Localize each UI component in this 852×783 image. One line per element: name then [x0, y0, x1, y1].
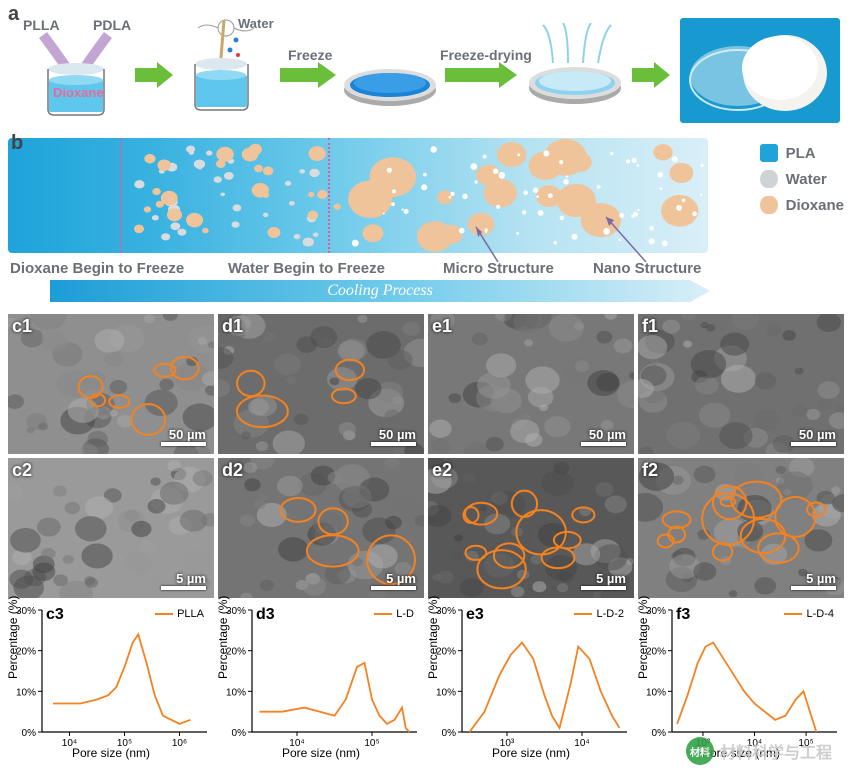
caption-c2: Water Begin to Freeze [228, 260, 385, 277]
svg-text:0%: 0% [232, 728, 247, 739]
wm-icon: 材料 [686, 737, 714, 765]
nano-arrow [596, 212, 716, 262]
sem-d1: d150 µm [218, 314, 424, 454]
caption-c4: Nano Structure [593, 260, 701, 277]
micro-arrow [468, 222, 588, 262]
panel-a: a PLLA PDLA Dioxane Water Freeze [8, 5, 703, 123]
sem-e2: e25 µm [428, 458, 634, 598]
svg-text:0%: 0% [652, 728, 667, 739]
plla-text: PLLA [23, 17, 60, 33]
svg-text:10⁵: 10⁵ [364, 738, 379, 749]
sem-grid: c150 µmd150 µme150 µmf150 µm c25 µmd25 µ… [8, 314, 844, 762]
svg-text:10%: 10% [226, 687, 246, 698]
panel-b-label: b [11, 132, 23, 155]
panel-b-legend: PLA Water Dioxane [760, 144, 844, 222]
svg-text:10%: 10% [436, 687, 456, 698]
sem-c1: c150 µm [8, 314, 214, 454]
step-beaker1: PLLA PDLA Dioxane [18, 15, 138, 120]
dioxane-text: Dioxane [53, 85, 104, 100]
dashline-2 [328, 138, 330, 253]
svg-text:0%: 0% [22, 728, 37, 739]
arrow4 [630, 60, 672, 90]
legend-dioxane: Dioxane [760, 196, 844, 214]
cooling-bar: Cooling Process [50, 280, 710, 302]
water-text: Water [238, 16, 274, 31]
sem-f1: f150 µm [638, 314, 844, 454]
svg-text:10%: 10% [646, 687, 666, 698]
wm-text: 材料科学与工程 [720, 739, 832, 763]
chart-c3: 0%10%20%30%10⁴10⁵10⁶c3Percentage (%)Pore… [8, 602, 214, 762]
legend-water: Water [760, 170, 844, 188]
pdla-text: PDLA [93, 17, 131, 33]
svg-text:0%: 0% [442, 728, 457, 739]
svg-text:10⁴: 10⁴ [574, 738, 589, 749]
photo-product [680, 18, 840, 123]
chart-d3: 0%10%20%30%10⁴10⁵d3Percentage (%)Pore si… [218, 602, 424, 762]
dashline-1 [120, 138, 122, 253]
caption-c3: Micro Structure [443, 260, 554, 277]
chart-e3: 0%10%20%30%10³10⁴e3Percentage (%)Pore si… [428, 602, 634, 762]
dish1 [340, 55, 440, 110]
arrow1 [133, 60, 175, 90]
sem-e1: e150 µm [428, 314, 634, 454]
step-beaker2: Water [176, 10, 276, 120]
sem-row-2: c25 µmd25 µme25 µmf25 µm [8, 458, 844, 598]
svg-text:10⁶: 10⁶ [172, 738, 187, 749]
arrow2 [278, 60, 338, 90]
svg-text:10%: 10% [16, 687, 36, 698]
panel-b: b Dioxane Begin to Freeze Water Begin to… [8, 132, 844, 300]
caption-c1: Dioxane Begin to Freeze [10, 260, 184, 277]
dish2 [523, 23, 628, 111]
arrow3 [443, 60, 521, 90]
sem-f2: f25 µm [638, 458, 844, 598]
watermark: 材料 材料科学与工程 [686, 737, 832, 765]
sem-d2: d25 µm [218, 458, 424, 598]
sem-c2: c25 µm [8, 458, 214, 598]
sem-row-1: c150 µmd150 µme150 µmf150 µm [8, 314, 844, 454]
legend-pla: PLA [760, 144, 844, 162]
